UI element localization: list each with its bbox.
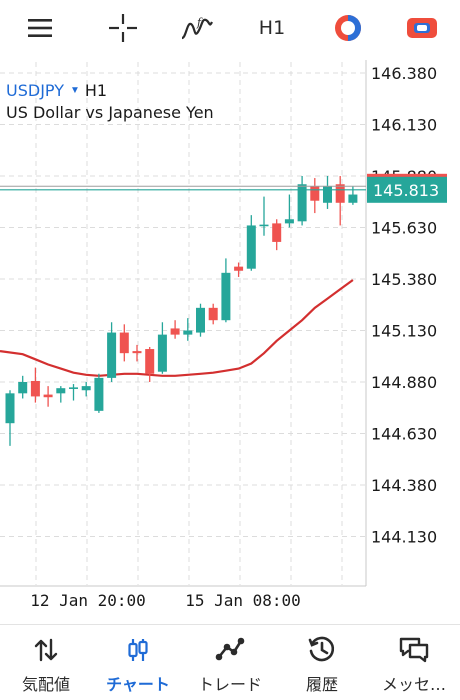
time-axis-label: 12 Jan 20:00	[30, 591, 146, 610]
candle-body	[5, 393, 15, 424]
nav-item-4[interactable]: メッセ…	[368, 625, 460, 700]
symbol-dropdown-icon[interactable]: ▼	[69, 85, 80, 96]
quotes-arrows-icon	[32, 635, 60, 665]
nav-item-label: 気配値	[21, 675, 70, 694]
candle-body	[234, 266, 244, 271]
symbol-info: USDJPY ▼ H1 US Dollar vs Japanese Yen	[6, 80, 214, 124]
objects-icon[interactable]	[400, 8, 444, 48]
nav-item-2[interactable]: トレード	[184, 625, 276, 700]
crosshair-icon[interactable]	[101, 8, 145, 48]
candle-body	[196, 307, 205, 333]
candle-body	[221, 272, 231, 321]
symbol-name[interactable]: USDJPY	[6, 81, 64, 100]
top-toolbar: f H1	[0, 0, 460, 58]
current-price-tag	[367, 175, 447, 203]
price-axis-label: 144.630	[371, 425, 437, 444]
messages-icon	[398, 635, 430, 665]
bottom-navigation: 気配値 チャート トレード 履歴 メッセ…	[0, 624, 460, 700]
nav-item-3[interactable]: 履歴	[276, 625, 368, 700]
chart-candles-icon	[124, 635, 152, 665]
one-click-trade-icon[interactable]	[326, 8, 370, 48]
candle-body	[272, 223, 282, 242]
price-axis-label: 145.130	[371, 322, 437, 341]
price-chart[interactable]: 146.380146.130145.880145.630145.380145.1…	[0, 60, 460, 615]
candle-body	[43, 394, 53, 398]
candle-body	[145, 349, 155, 374]
candle-body	[107, 332, 117, 378]
candle-body	[246, 225, 256, 269]
symbol-timeframe: H1	[84, 81, 108, 100]
nav-item-0[interactable]: 気配値	[0, 625, 92, 700]
candle-body	[81, 386, 91, 391]
timeframe-label: H1	[258, 17, 286, 39]
candle-body	[259, 224, 269, 227]
candle-body	[297, 184, 307, 222]
symbol-description: US Dollar vs Japanese Yen	[6, 103, 214, 122]
nav-item-1[interactable]: チャート	[92, 625, 184, 700]
current-price-tag-accent	[367, 173, 447, 177]
hamburger-menu-icon[interactable]	[18, 8, 62, 48]
candle-body	[69, 387, 78, 389]
moving-average-line	[0, 279, 354, 377]
price-axis-label: 144.130	[371, 528, 437, 547]
price-axis-label: 146.130	[371, 116, 437, 135]
candle-body	[208, 307, 218, 321]
candle-body	[284, 219, 294, 224]
nav-item-label: トレード	[197, 675, 262, 694]
price-axis-label: 144.880	[371, 373, 437, 392]
candle-body	[157, 334, 167, 372]
nav-item-label: チャート	[106, 675, 170, 694]
candle-body	[310, 186, 320, 201]
candle-body	[94, 377, 104, 411]
candle-body	[323, 186, 332, 203]
candle-body	[30, 380, 40, 397]
trade-line-icon	[215, 635, 245, 665]
svg-text:f: f	[196, 16, 203, 29]
candle-body	[119, 332, 129, 354]
nav-item-label: メッセ…	[381, 675, 446, 694]
timeframe-button[interactable]: H1	[250, 8, 294, 48]
candle-body	[348, 194, 358, 203]
nav-item-label: 履歴	[305, 675, 338, 694]
history-clock-icon	[307, 635, 337, 665]
price-axis-label: 145.380	[371, 270, 437, 289]
candle-body	[56, 388, 66, 394]
price-axis-label: 144.380	[371, 476, 437, 495]
indicators-icon[interactable]: f	[175, 8, 219, 48]
candle-body	[183, 330, 193, 335]
candle-body	[335, 184, 345, 203]
price-axis-label: 145.630	[371, 219, 437, 238]
current-price-label: 145.813	[373, 181, 439, 200]
candle-body	[18, 382, 28, 394]
time-axis-label: 15 Jan 08:00	[185, 591, 301, 610]
candle-body	[170, 328, 180, 335]
price-axis-label: 146.380	[371, 64, 437, 83]
candle-body	[132, 351, 142, 354]
